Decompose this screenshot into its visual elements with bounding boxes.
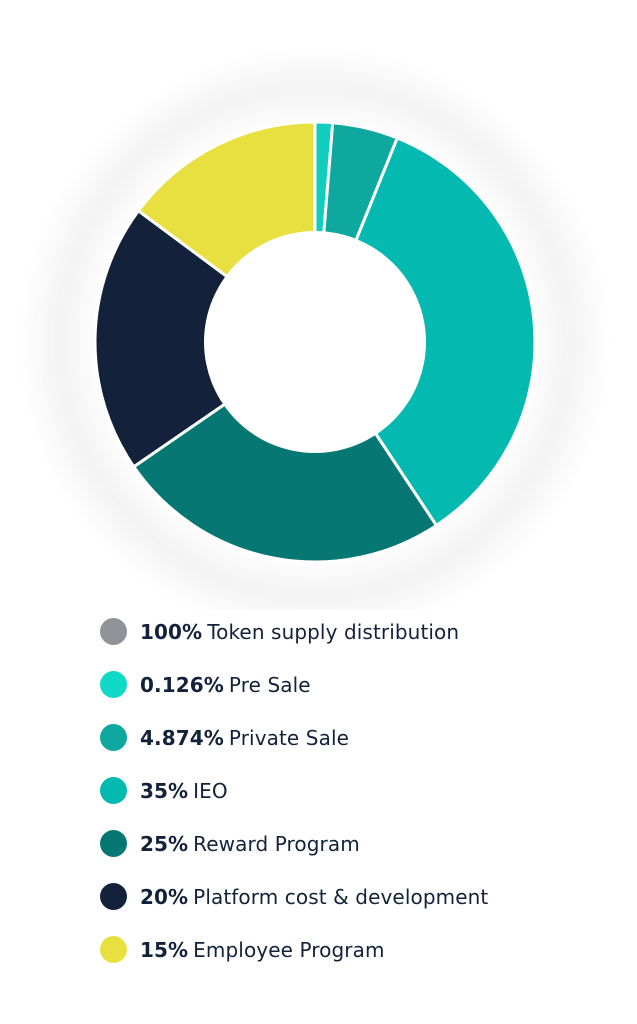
legend-label: Platform cost & development xyxy=(193,884,489,909)
donut-hole xyxy=(204,231,426,453)
legend-percent: 35% xyxy=(140,778,189,803)
legend-dot xyxy=(100,830,127,857)
legend-label: Token supply distribution xyxy=(207,619,460,644)
legend-label: Pre Sale xyxy=(228,672,311,697)
legend-percent: 100% xyxy=(140,619,203,644)
legend-percent: 0.126% xyxy=(140,672,224,697)
chart-legend: 100% Token supply distribution 0.126% Pr… xyxy=(100,614,488,985)
slice-reward-program xyxy=(132,340,438,564)
legend-item-total: 100% Token supply distribution xyxy=(100,614,488,649)
legend-dot xyxy=(100,777,127,804)
donut-chart-svg xyxy=(19,46,611,610)
legend-item-platform-cost: 20% Platform cost & development xyxy=(100,879,488,914)
legend-dot xyxy=(100,671,127,698)
legend-item-employee-program: 15% Employee Program xyxy=(100,932,488,967)
legend-percent: 20% xyxy=(140,884,189,909)
legend-dot xyxy=(100,883,127,910)
legend-dot xyxy=(100,618,127,645)
donut-chart xyxy=(19,46,611,610)
legend-percent: 15% xyxy=(140,937,189,962)
legend-dot xyxy=(100,936,127,963)
legend-item-ieo: 35% IEO xyxy=(100,773,488,808)
legend-item-private-sale: 4.874% Private Sale xyxy=(100,720,488,755)
legend-dot xyxy=(100,724,127,751)
legend-label: Employee Program xyxy=(193,937,385,962)
legend-percent: 25% xyxy=(140,831,189,856)
legend-item-reward-program: 25% Reward Program xyxy=(100,826,488,861)
legend-percent: 4.874% xyxy=(140,725,224,750)
legend-item-pre-sale: 0.126% Pre Sale xyxy=(100,667,488,702)
legend-label: IEO xyxy=(193,778,228,803)
legend-label: Private Sale xyxy=(228,725,350,750)
legend-label: Reward Program xyxy=(193,831,360,856)
